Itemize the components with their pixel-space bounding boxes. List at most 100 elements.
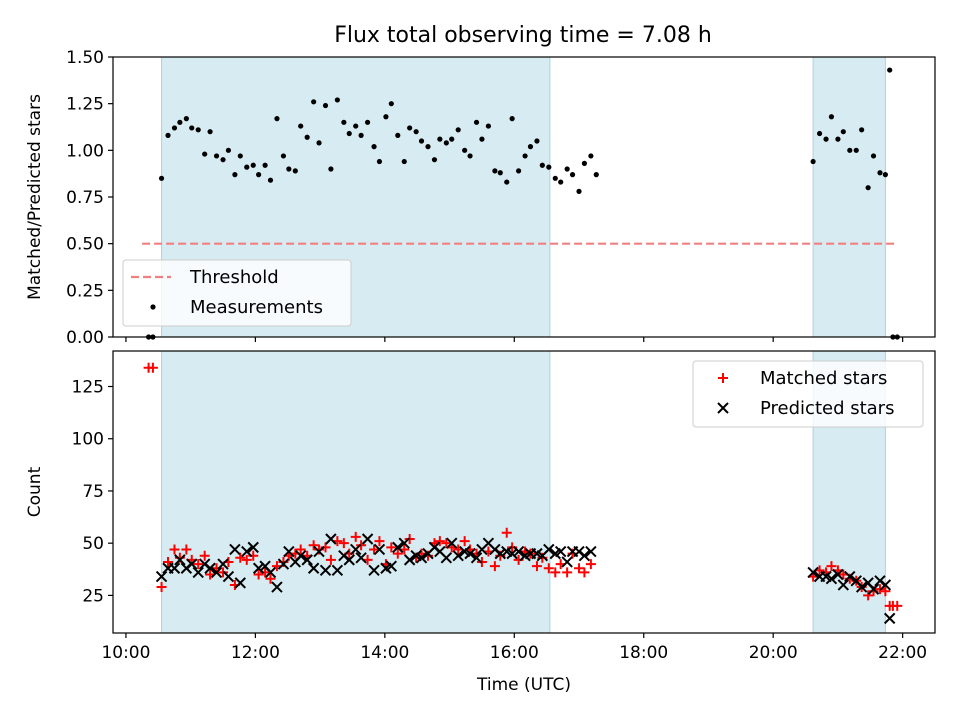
measurement-point xyxy=(304,134,310,140)
measurement-point xyxy=(823,136,829,142)
measurement-point xyxy=(418,138,425,144)
predicted-star-point xyxy=(585,545,597,558)
matched-star-point xyxy=(441,538,452,549)
measurement-point xyxy=(569,172,576,178)
matched-star-point xyxy=(574,563,585,574)
y-tick-label: 1.25 xyxy=(66,95,104,115)
measurement-point xyxy=(509,116,515,122)
legend-label: Predicted stars xyxy=(760,398,894,419)
x-tick-label: 14:00 xyxy=(360,643,409,663)
ratio-panel: 0.00 0.25 0.50 0.75 1.00 1.25 1.50 Matched/Pred… xyxy=(25,48,936,348)
y-tick-label: 50 xyxy=(82,534,104,554)
measurement-point xyxy=(316,140,322,146)
measurement-point xyxy=(816,130,823,137)
y-tick-label: 0.00 xyxy=(66,328,104,348)
measurement-point xyxy=(232,172,238,178)
legend-label: Measurements xyxy=(190,297,323,318)
x-tick-label: 16:00 xyxy=(490,643,539,663)
matched-star-point xyxy=(193,559,204,570)
matched-star-point xyxy=(374,536,385,547)
predicted-star-point xyxy=(837,579,850,591)
measurement-point xyxy=(437,136,443,142)
measurement-point xyxy=(183,116,189,122)
predicted-star-point xyxy=(186,558,198,570)
predicted-star-point xyxy=(241,545,253,558)
legend-label: Threshold xyxy=(189,267,279,288)
matched-star-point xyxy=(531,561,542,572)
y-tick-label: 1.00 xyxy=(66,141,104,161)
measurement-point xyxy=(244,164,250,170)
matched-star-point xyxy=(392,548,403,559)
predicted-star-point xyxy=(554,545,567,558)
predicted-star-point xyxy=(452,550,464,562)
predicted-star-point xyxy=(440,552,453,564)
matched-star-point xyxy=(459,536,470,547)
predicted-star-point xyxy=(807,566,819,579)
predicted-star-point xyxy=(222,570,235,583)
measurement-point xyxy=(207,129,213,135)
measurement-point xyxy=(256,172,262,178)
y-tick-label: 100 xyxy=(72,430,104,450)
matched-star-point xyxy=(550,567,561,578)
predicted-star-point xyxy=(883,612,896,625)
measurement-point xyxy=(267,177,274,183)
matched-star-point xyxy=(434,536,445,547)
predicted-star-point xyxy=(325,533,337,545)
predicted-star-point xyxy=(578,550,591,562)
measurement-point xyxy=(455,127,461,133)
x-tick-label: 10:00 xyxy=(101,643,150,663)
measurement-point xyxy=(564,166,570,172)
matched-star-point xyxy=(147,362,158,373)
measurement-point xyxy=(388,101,394,107)
predicted-star-point xyxy=(283,545,295,558)
predicted-star-point xyxy=(271,581,283,593)
measurement-point xyxy=(479,136,485,142)
measurement-point xyxy=(847,147,853,153)
measurement-point xyxy=(311,99,317,105)
legend-label: Matched stars xyxy=(760,368,887,389)
measurement-point xyxy=(443,140,449,146)
measurement-point xyxy=(364,119,371,125)
matched-star-point xyxy=(350,531,361,542)
matched-star-point xyxy=(295,544,306,555)
y-tick-label: 25 xyxy=(82,586,104,606)
matched-star-point xyxy=(338,538,349,549)
predicted-star-point xyxy=(264,566,277,579)
measurement-point xyxy=(280,153,287,159)
axes-frame xyxy=(112,350,936,634)
predicted-star-point xyxy=(512,545,525,558)
measurement-point xyxy=(371,144,377,150)
measurement-point xyxy=(346,130,352,137)
measurement-point xyxy=(558,179,564,185)
measurement-point xyxy=(358,132,364,138)
measurement-point xyxy=(395,132,401,138)
predicted-star-point xyxy=(470,552,483,564)
legend-predicted-swatch xyxy=(717,402,729,414)
measurement-point xyxy=(497,170,503,176)
matched-star-point xyxy=(241,554,252,565)
measurement-point xyxy=(250,162,256,168)
matched-star-point xyxy=(562,567,573,578)
measurement-point xyxy=(202,151,208,157)
measurement-point xyxy=(158,175,165,181)
matched-star-point xyxy=(880,586,891,597)
measurement-point xyxy=(828,114,835,120)
measurement-point xyxy=(588,153,594,159)
measurement-point xyxy=(492,168,498,174)
measurement-point xyxy=(449,136,455,142)
x-tick-label: 18:00 xyxy=(619,643,668,663)
predicted-star-point xyxy=(506,547,518,560)
predicted-star-point xyxy=(385,560,398,572)
measurement-point xyxy=(334,97,340,103)
measurement-point xyxy=(237,153,243,159)
measurement-point xyxy=(467,153,473,159)
measurement-point xyxy=(195,127,201,133)
shaded-interval xyxy=(812,56,886,338)
y-axis-label: Count xyxy=(25,466,45,517)
measurement-point xyxy=(504,179,510,185)
measurement-point xyxy=(353,123,359,129)
measurement-point xyxy=(516,168,522,174)
predicted-star-point xyxy=(234,577,246,589)
measurement-point xyxy=(328,166,334,172)
